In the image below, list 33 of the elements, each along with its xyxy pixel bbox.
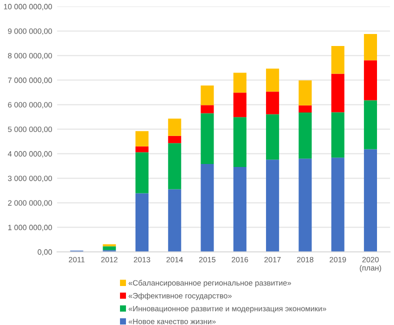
bar [364,60,378,100]
bar [364,34,378,60]
bar [102,246,116,250]
bar [266,92,280,114]
bar [233,72,246,93]
bar [298,105,312,112]
bar [331,158,344,252]
bar [331,74,344,112]
bar [168,136,182,144]
bar [298,80,312,106]
bar [331,46,344,74]
bar [233,92,246,118]
bar [266,114,280,160]
bar [233,166,246,252]
bar [135,152,149,194]
bar [233,117,246,167]
bar [298,158,312,252]
bar [364,149,378,252]
bar [168,118,182,136]
bar [135,146,149,152]
bar [266,68,280,92]
bar [135,131,149,146]
bar [168,143,182,190]
bar [200,113,214,164]
bar [168,189,182,252]
bar [298,112,312,159]
bar [200,86,214,106]
bar [364,100,378,150]
bar [331,112,344,158]
bar [200,105,214,114]
bar [200,164,214,252]
bar [135,193,149,252]
bar [266,160,280,252]
